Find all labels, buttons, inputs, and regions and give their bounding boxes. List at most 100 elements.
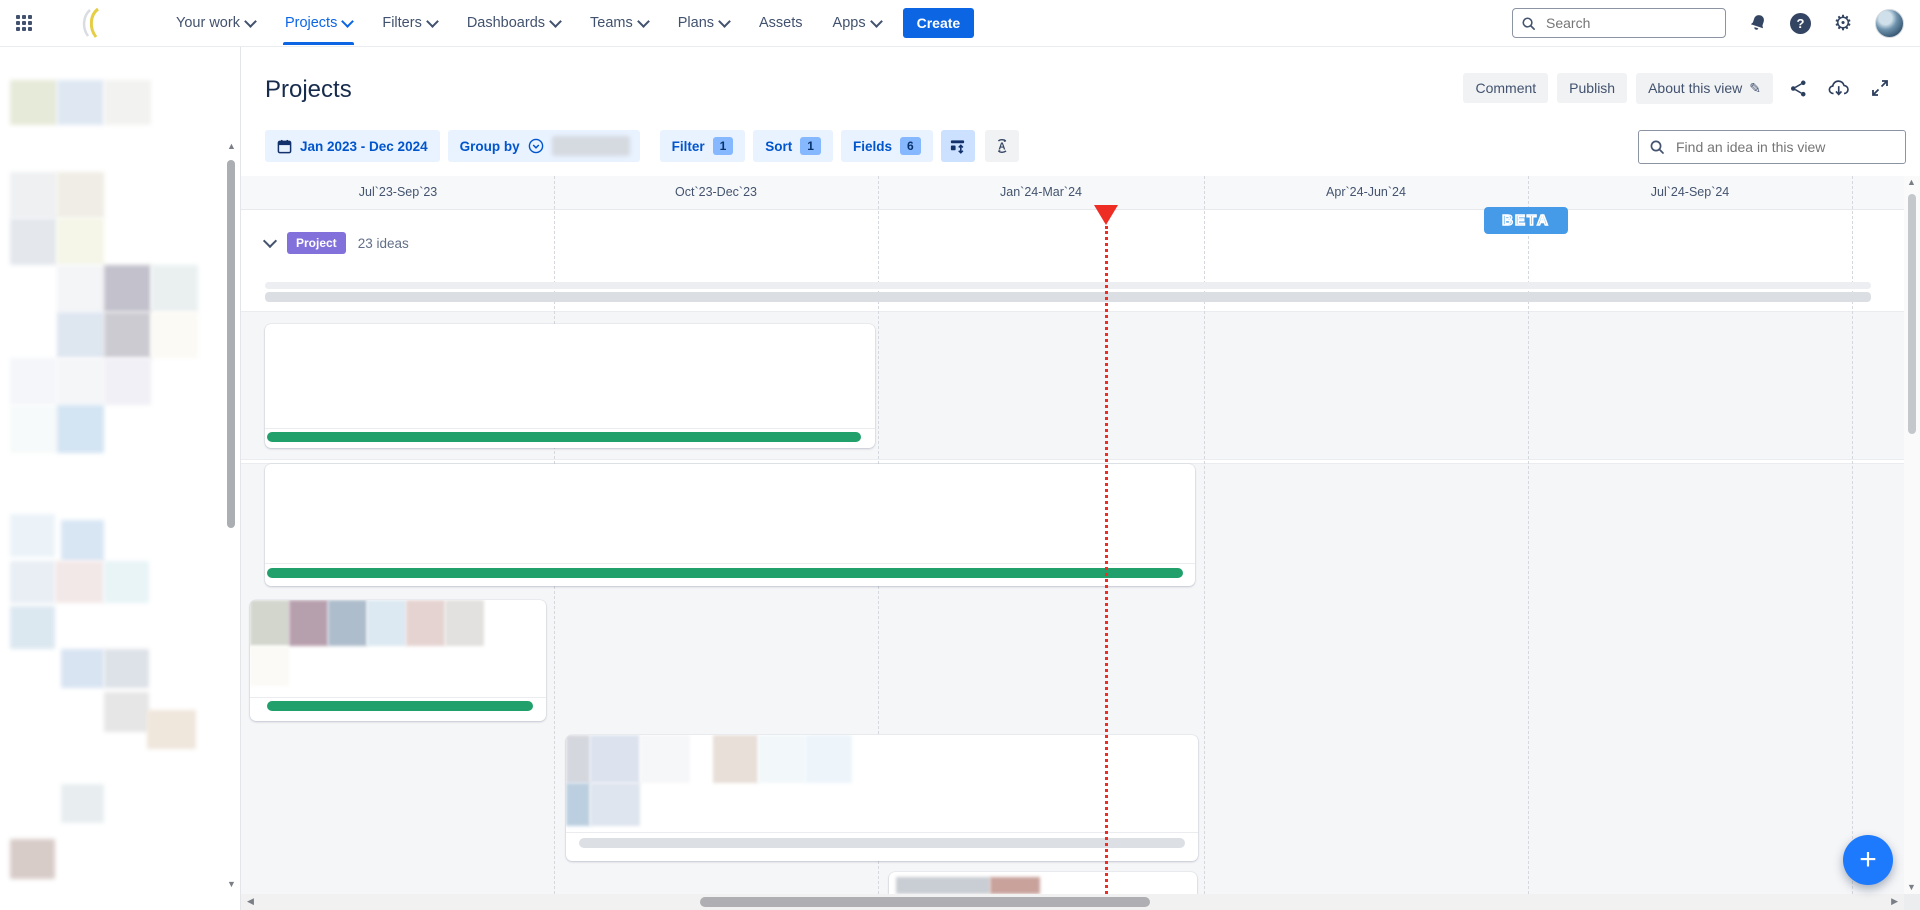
cloud-download-icon[interactable]: [1823, 72, 1855, 104]
chevron-down-icon: [244, 14, 257, 28]
blurred-block: [57, 172, 104, 218]
nav-item-projects[interactable]: Projects: [282, 14, 355, 45]
group-badge: Project: [287, 232, 346, 254]
fullscreen-expand-icon[interactable]: [1864, 72, 1896, 104]
scroll-left-icon[interactable]: ◀: [247, 896, 254, 906]
svg-text:A: A: [998, 142, 1005, 153]
column-label: Jul`23-Sep`23: [358, 185, 438, 199]
scroll-up-icon[interactable]: ▲: [227, 141, 236, 151]
vertical-scrollbar-thumb[interactable]: [1908, 194, 1916, 434]
blurred-block: [104, 692, 149, 732]
card-divider: [265, 563, 1195, 564]
blurred-block: [713, 735, 758, 783]
scroll-down-icon[interactable]: ▼: [227, 879, 236, 889]
row-height-icon[interactable]: [940, 130, 975, 162]
publish-button[interactable]: Publish: [1557, 73, 1628, 103]
idea-card[interactable]: [265, 464, 1195, 586]
column-divider: [1528, 176, 1529, 894]
pencil-icon: ✎: [1749, 79, 1761, 96]
horizontal-scrollbar[interactable]: ◀ ▶: [241, 894, 1904, 910]
blurred-block: [61, 520, 104, 561]
blurred-block: [57, 312, 104, 358]
column-divider: [1204, 176, 1205, 894]
nav-item-assets[interactable]: Assets: [759, 15, 803, 31]
blurred-block: [10, 358, 57, 405]
vertical-scrollbar[interactable]: ▲ ▼: [1904, 176, 1920, 894]
collapsed-strip[interactable]: [265, 292, 1871, 302]
card-divider: [265, 428, 875, 429]
horizontal-scrollbar-thumb[interactable]: [700, 897, 1150, 907]
auto-layout-icon[interactable]: A: [984, 130, 1019, 162]
fields-count-badge: 6: [900, 137, 921, 155]
idea-card[interactable]: [566, 735, 1198, 861]
blurred-block: [151, 312, 198, 358]
app-logo[interactable]: [74, 6, 118, 40]
blurred-block: [104, 312, 151, 358]
idea-card[interactable]: [265, 324, 875, 448]
scroll-down-icon[interactable]: ▼: [1907, 882, 1916, 892]
nav-item-your-work[interactable]: Your work: [176, 14, 257, 31]
chevron-circle-icon: [528, 138, 543, 154]
blurred-block: [10, 606, 55, 649]
app-switcher-icon[interactable]: [16, 15, 32, 31]
search-input[interactable]: [1544, 14, 1698, 32]
sort-button[interactable]: Sort 1: [753, 130, 833, 162]
timeline-header: [241, 176, 1904, 210]
chevron-down-icon: [341, 14, 355, 28]
search-icon: [1522, 16, 1535, 30]
filter-button[interactable]: Filter 1: [659, 130, 746, 162]
help-icon[interactable]: ?: [1790, 12, 1811, 34]
progress-bar: [267, 432, 861, 442]
blurred-block: [104, 649, 149, 688]
blurred-block: [590, 735, 640, 783]
today-line: [1105, 226, 1108, 894]
progress-bar-empty: [579, 838, 1185, 848]
global-search[interactable]: [1512, 8, 1726, 38]
fields-button[interactable]: Fields 6: [840, 130, 933, 162]
blurred-block: [367, 600, 406, 646]
page-title: Projects: [265, 76, 352, 103]
nav-item-dashboards[interactable]: Dashboards: [467, 14, 562, 31]
sidebar-scrollbar-thumb[interactable]: [227, 160, 235, 528]
blurred-block: [104, 80, 151, 125]
calendar-icon: [277, 139, 292, 153]
view-actions: Comment Publish About this view ✎: [1463, 72, 1896, 104]
nav-item-teams[interactable]: Teams: [590, 14, 650, 31]
card-divider: [250, 697, 546, 698]
comment-button[interactable]: Comment: [1463, 73, 1549, 103]
settings-gear-icon[interactable]: ⚙: [1833, 11, 1853, 35]
ideas-count: 23 ideas: [357, 235, 409, 251]
progress-bar: [267, 568, 1183, 578]
scroll-right-icon[interactable]: ▶: [1891, 896, 1898, 906]
scroll-up-icon[interactable]: ▲: [1907, 177, 1916, 187]
user-avatar[interactable]: [1875, 8, 1904, 38]
add-idea-fab[interactable]: +: [1843, 835, 1893, 885]
chevron-down-icon: [636, 14, 650, 28]
date-range-button[interactable]: Jan 2023 - Dec 2024: [265, 130, 440, 162]
scrollbar-corner: [1904, 894, 1920, 910]
share-icon[interactable]: [1782, 72, 1814, 104]
idea-card[interactable]: [889, 872, 1197, 894]
today-marker-icon[interactable]: [1094, 205, 1118, 225]
find-idea-search[interactable]: [1638, 130, 1906, 164]
about-this-view-button[interactable]: About this view ✎: [1636, 72, 1773, 104]
collapse-chevron-icon[interactable]: [262, 233, 278, 249]
nav-item-apps[interactable]: Apps: [833, 14, 883, 31]
notifications-bell-icon[interactable]: [1746, 11, 1770, 35]
group-row: Project 23 ideas: [262, 232, 409, 254]
find-idea-input[interactable]: [1674, 138, 1868, 156]
create-button[interactable]: Create: [902, 8, 975, 38]
nav-item-filters[interactable]: Filters: [382, 14, 439, 31]
nav-item-plans[interactable]: Plans: [678, 14, 731, 31]
idea-card[interactable]: [250, 600, 546, 721]
collapsed-strip[interactable]: [265, 282, 1871, 289]
blurred-block: [57, 218, 104, 265]
progress-bar: [267, 701, 533, 711]
column-label: Apr`24-Jun`24: [1326, 185, 1406, 199]
group-by-button[interactable]: Group by: [447, 130, 640, 162]
blurred-block: [896, 877, 990, 894]
search-icon: [1650, 140, 1664, 154]
blurred-group-value: [551, 136, 630, 156]
card-divider: [566, 832, 1198, 833]
sidebar-scrollbar[interactable]: ▲ ▼: [225, 142, 237, 890]
